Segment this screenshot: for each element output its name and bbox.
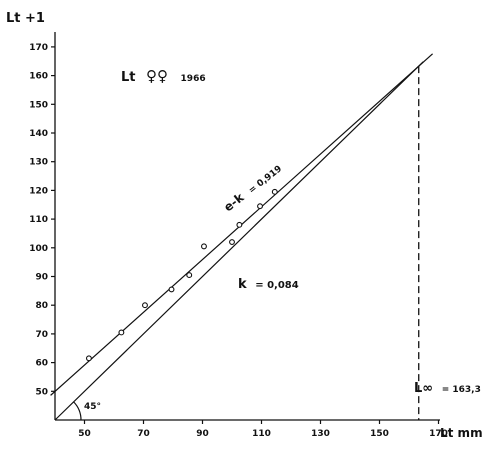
linf-value: = 163,3 bbox=[442, 385, 481, 395]
y-tick-label: 90 bbox=[35, 273, 48, 283]
data-point bbox=[85, 355, 92, 362]
angle-label: 45° bbox=[84, 402, 101, 412]
angle-arc bbox=[72, 401, 82, 421]
y-tick-label: 60 bbox=[35, 359, 48, 369]
y-tick-label: 150 bbox=[29, 100, 48, 110]
x-tick-label: 50 bbox=[78, 429, 91, 439]
x-ticks: 50 70 90 110 130 150 170 bbox=[78, 420, 448, 439]
female-symbol: ♀♀ bbox=[146, 67, 168, 85]
x-tick-label: 150 bbox=[370, 429, 389, 439]
x-tick-label: 130 bbox=[311, 429, 330, 439]
series-label-text: Lt bbox=[121, 70, 136, 85]
y-tick-label: 170 bbox=[29, 43, 48, 53]
bisector-45-line bbox=[54, 61, 424, 421]
k-value: = 0,084 bbox=[255, 280, 299, 291]
data-point bbox=[168, 286, 175, 293]
series-label: Lt ♀♀ 1966 bbox=[121, 67, 206, 85]
y-tick-label: 70 bbox=[35, 330, 48, 340]
data-point bbox=[118, 329, 125, 336]
y-tick-label: 130 bbox=[29, 158, 48, 168]
x-tick-label: 110 bbox=[252, 429, 271, 439]
ek-prefix: e-k bbox=[221, 190, 247, 215]
y-tick-label: 50 bbox=[35, 387, 48, 397]
data-points bbox=[85, 188, 278, 362]
data-point bbox=[142, 302, 148, 309]
y-tick-label: 80 bbox=[35, 301, 48, 311]
x-tick-label: 70 bbox=[137, 429, 150, 439]
data-point bbox=[186, 272, 193, 279]
y-tick-label: 120 bbox=[29, 186, 48, 196]
k-annotation: k = 0,084 bbox=[238, 273, 299, 292]
data-point bbox=[271, 188, 278, 195]
linf-prefix: L∞ bbox=[414, 381, 433, 396]
year-label: 1966 bbox=[181, 74, 206, 84]
data-point bbox=[229, 239, 235, 246]
y-tick-label: 100 bbox=[29, 244, 48, 254]
y-tick-label: 160 bbox=[29, 72, 48, 82]
y-tick-label: 140 bbox=[29, 129, 48, 139]
k-prefix: k bbox=[238, 277, 247, 292]
data-point bbox=[257, 203, 263, 210]
y-ticks: 50 60 70 80 90 100 110 120 130 140 150 160 170 bbox=[29, 43, 55, 397]
x-tick-label: 90 bbox=[196, 429, 209, 439]
linf-annotation: L∞ = 163,3 bbox=[414, 377, 481, 396]
data-point bbox=[236, 221, 243, 228]
x-tick-label: 170 bbox=[429, 429, 448, 439]
x-axis-label: Lt mm bbox=[440, 426, 483, 440]
y-axis-label: Lt +1 bbox=[6, 11, 45, 26]
data-point bbox=[201, 243, 207, 250]
y-tick-label: 110 bbox=[29, 215, 48, 225]
